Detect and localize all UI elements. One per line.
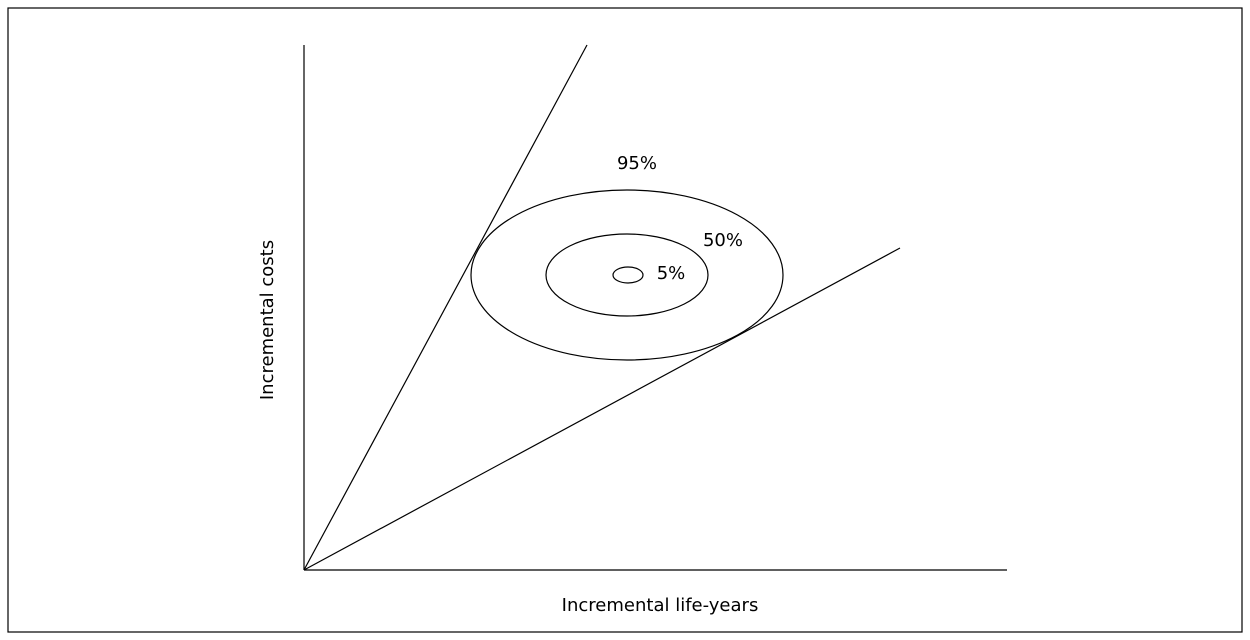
contour-label: 50%	[703, 230, 743, 251]
contour-50	[545, 233, 709, 317]
upper-ray	[303, 44, 588, 571]
contour-5	[612, 266, 644, 284]
contour-label: 95%	[617, 153, 657, 174]
x-axis-label: Incremental life-years	[562, 595, 759, 616]
contour-label: 5%	[657, 263, 686, 284]
y-axis-label: Incremental costs	[257, 240, 278, 400]
lower-ray	[303, 247, 901, 571]
contour-95	[470, 189, 784, 361]
frame	[7, 7, 1243, 633]
